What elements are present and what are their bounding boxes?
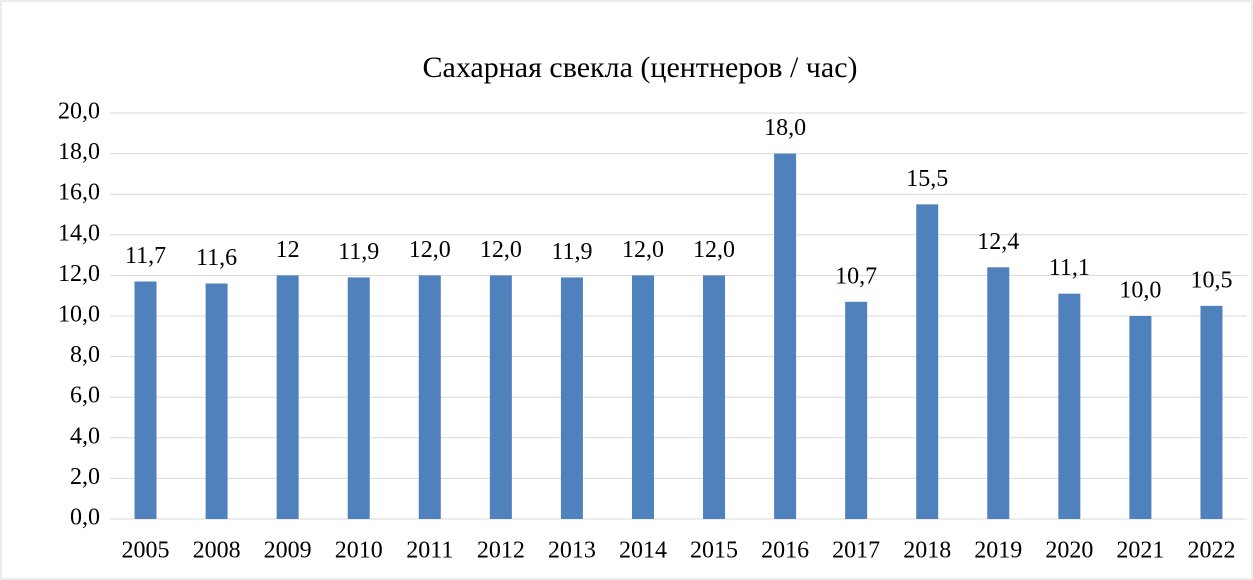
value-label: 10,7 [835, 263, 877, 289]
y-tick-label: 0,0 [70, 505, 100, 531]
bar [631, 275, 654, 519]
bar [845, 301, 868, 519]
bar [560, 277, 583, 519]
x-tick-label: 2015 [690, 538, 738, 564]
bar [489, 275, 512, 519]
y-tick-label: 18,0 [58, 139, 100, 165]
y-tick-label: 6,0 [70, 383, 100, 409]
x-tick-label: 2021 [1116, 538, 1164, 564]
value-label: 12,0 [409, 237, 451, 263]
y-tick-label: 12,0 [58, 261, 100, 287]
value-label: 11,6 [196, 245, 237, 271]
y-tick-label: 4,0 [70, 423, 100, 449]
y-tick-label: 16,0 [58, 180, 100, 206]
bar [205, 283, 228, 519]
chart-title: Сахарная свекла (центнеров / час) [423, 51, 858, 84]
x-tick-label: 2020 [1045, 538, 1093, 564]
value-label: 10,0 [1119, 278, 1161, 304]
x-tick-label: 2008 [193, 538, 241, 564]
value-label: 18,0 [764, 115, 806, 141]
x-tick-label: 2018 [903, 538, 951, 564]
x-tick-label: 2009 [264, 538, 312, 564]
bar [916, 204, 939, 519]
y-tick-label: 2,0 [70, 464, 100, 490]
x-tick-label: 2017 [832, 538, 880, 564]
y-tick-label: 20,0 [58, 99, 100, 125]
x-tick-label: 2013 [548, 538, 596, 564]
value-label: 12,4 [977, 229, 1019, 255]
x-tick-label: 2010 [335, 538, 383, 564]
x-tick-label: 2019 [974, 538, 1022, 564]
x-tick-label: 2011 [406, 538, 453, 564]
x-tick-label: 2014 [619, 538, 667, 564]
value-label: 10,5 [1190, 267, 1232, 293]
bar [1058, 293, 1081, 519]
bar [134, 281, 157, 519]
value-label: 12,0 [480, 237, 522, 263]
bar [1200, 305, 1223, 519]
bar [987, 267, 1010, 519]
value-label: 12,0 [693, 237, 735, 263]
bar [1129, 316, 1152, 519]
value-label: 11,9 [338, 239, 379, 265]
x-tick-label: 2022 [1187, 538, 1235, 564]
bar [703, 275, 726, 519]
x-tick-label: 2005 [122, 538, 170, 564]
bar [347, 277, 370, 519]
value-label: 12,0 [622, 237, 664, 263]
bar [418, 275, 441, 519]
bar [774, 153, 797, 519]
value-label: 12 [276, 237, 300, 263]
x-tick-label: 2016 [761, 538, 809, 564]
bar [276, 275, 299, 519]
value-label: 11,7 [125, 243, 166, 269]
y-tick-label: 8,0 [70, 342, 100, 368]
x-tick-label: 2012 [477, 538, 525, 564]
value-label: 11,9 [551, 239, 592, 265]
value-label: 11,1 [1049, 255, 1090, 281]
y-tick-label: 14,0 [58, 220, 100, 246]
value-label: 15,5 [906, 166, 948, 192]
y-tick-label: 10,0 [58, 302, 100, 328]
